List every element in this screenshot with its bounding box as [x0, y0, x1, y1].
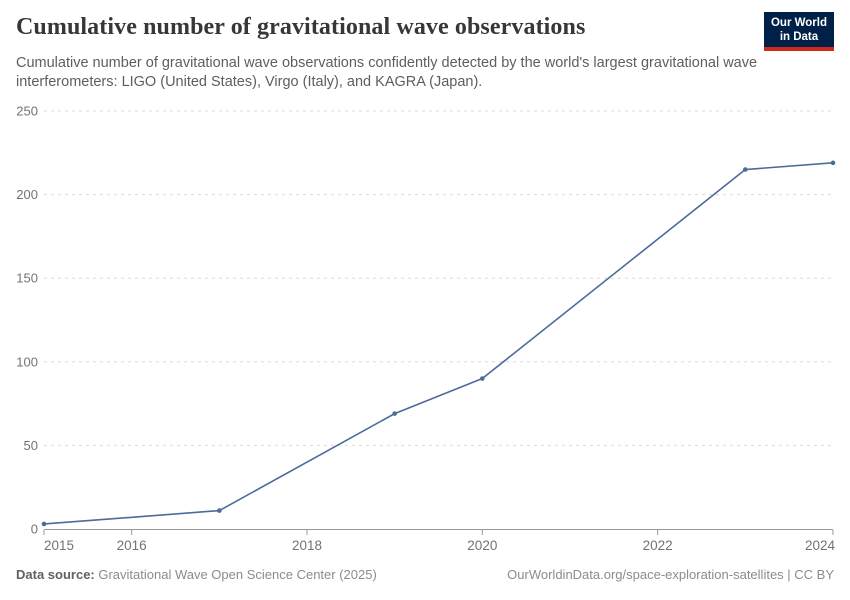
page-title: Cumulative number of gravitational wave … [16, 14, 586, 40]
y-axis-tick-label: 250 [16, 104, 38, 119]
x-axis-tick-label: 2020 [467, 538, 497, 553]
x-axis-tick-label: 2018 [292, 538, 322, 553]
y-axis-tick-label: 50 [24, 438, 38, 453]
x-axis-tick-label: 2022 [643, 538, 673, 553]
y-axis-tick-label: 100 [16, 354, 38, 369]
owid-logo[interactable]: Our World in Data [763, 12, 834, 52]
x-axis-tick-label: 2015 [44, 538, 74, 553]
credit-link[interactable]: OurWorldinData.org/space-exploration-sat… [507, 567, 834, 582]
chart-area: 0 50 100 150 200 250 2015 2016 2018 2020 2022 2024 [0, 100, 850, 565]
data-source-value: Gravitational Wave Open Science Center (… [94, 567, 377, 582]
data-point[interactable] [743, 167, 748, 172]
x-axis-tick-label: 2024 [805, 538, 836, 553]
chart-footer: Data source: Gravitational Wave Open Sci… [16, 567, 834, 582]
data-point[interactable] [480, 376, 485, 381]
x-axis-tick-label: 2016 [117, 538, 147, 553]
data-point[interactable] [217, 508, 222, 513]
owid-logo-line2: in Data [779, 30, 819, 43]
data-line [43, 162, 834, 525]
data-source: Data source: Gravitational Wave Open Sci… [16, 567, 377, 582]
data-point[interactable] [392, 411, 397, 416]
chart-subtitle: Cumulative number of gravitational wave … [16, 55, 758, 91]
data-source-label: Data source: [16, 567, 95, 582]
data-point[interactable] [41, 521, 47, 527]
owid-logo-line1: Our World [770, 17, 827, 29]
line-chart[interactable]: 0 50 100 150 200 250 2015 2016 2018 2020 2022 2024 [0, 100, 850, 560]
data-point[interactable] [830, 160, 836, 166]
y-axis-tick-label: 150 [16, 271, 38, 286]
y-axis-tick-label: 0 [31, 522, 38, 537]
y-axis-tick-label: 200 [16, 187, 38, 202]
